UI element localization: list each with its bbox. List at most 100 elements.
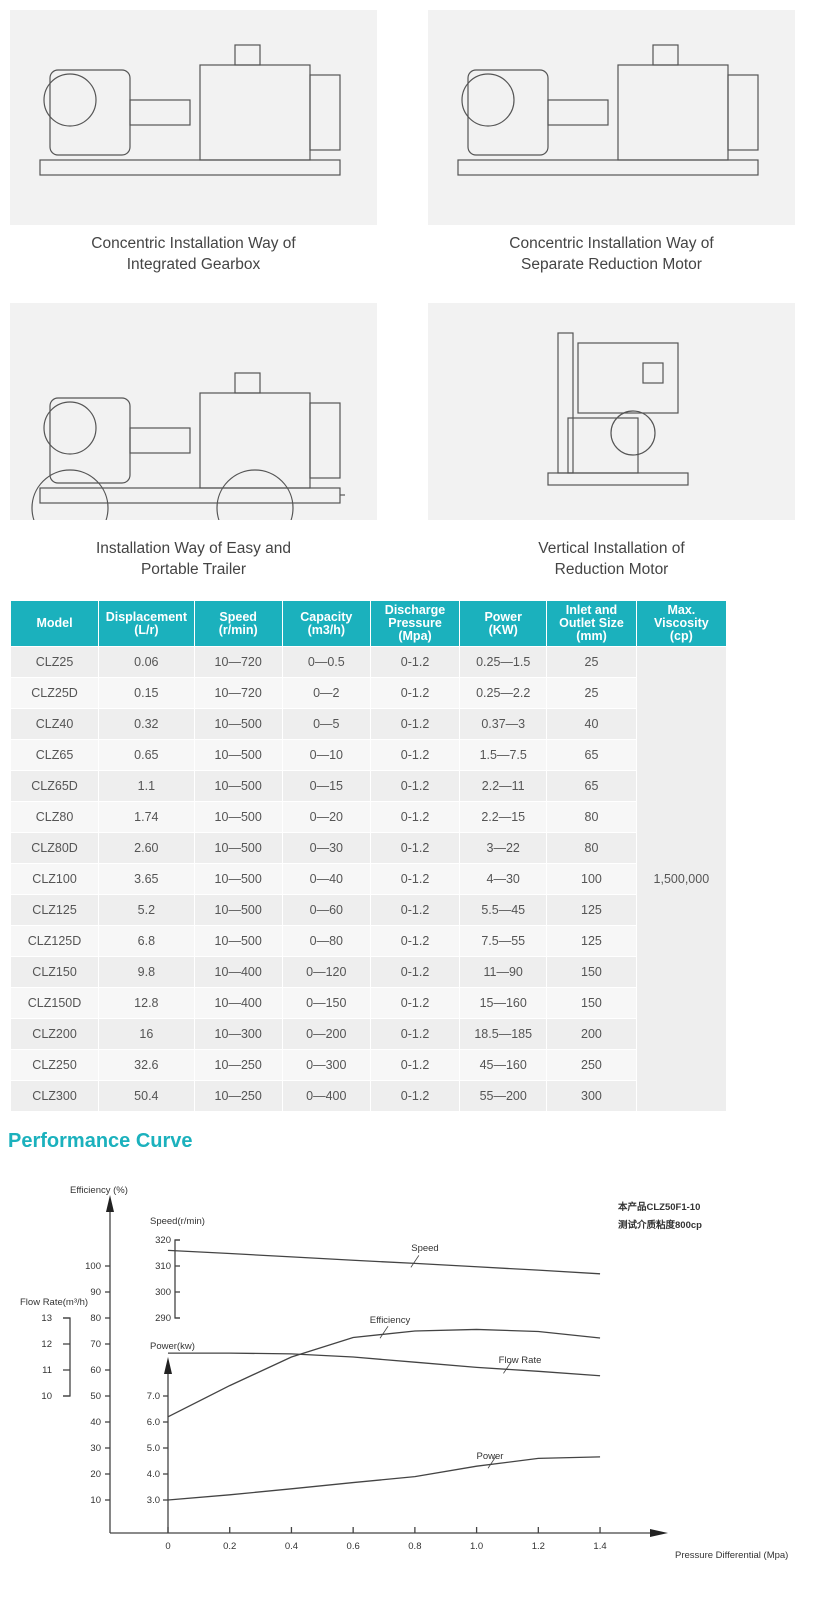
table-cell: 10—500 bbox=[193, 770, 283, 802]
table-cell: 55—200 bbox=[459, 1080, 548, 1112]
table-cell: 0-1.2 bbox=[369, 677, 461, 709]
table-cell: CLZ65 bbox=[9, 739, 100, 771]
table-row: CLZ250 32.6 10—250 0—300 0-1.2 45—160 250 bbox=[9, 1049, 727, 1081]
table-cell: 0.25—1.5 bbox=[459, 646, 548, 678]
speed-tick-label: 310 bbox=[155, 1261, 171, 1272]
junction-box bbox=[642, 362, 664, 384]
caption-line: Reduction Motor bbox=[554, 561, 669, 578]
junction-box bbox=[652, 44, 679, 66]
speed-axis-label: Speed(r/min) bbox=[150, 1216, 205, 1227]
efficiency-tick-label: 60 bbox=[90, 1365, 101, 1376]
speed-tick-label: 320 bbox=[155, 1235, 171, 1246]
x-tick-label: 0 bbox=[165, 1541, 170, 1552]
table-cell: CLZ25D bbox=[9, 677, 100, 709]
chart-note: 本产品CLZ50F1-10 bbox=[618, 1201, 700, 1213]
table-cell: CLZ200 bbox=[9, 1018, 100, 1050]
series-label: Speed bbox=[411, 1243, 438, 1254]
pump-image-vertical-reduction-motor bbox=[428, 303, 795, 520]
efficiency-tick-label: 80 bbox=[90, 1313, 101, 1324]
table-cell: 10—720 bbox=[193, 646, 283, 678]
table-cell: 45—160 bbox=[459, 1049, 548, 1081]
efficiency-tick-label: 10 bbox=[90, 1495, 101, 1506]
table-row: CLZ40 0.32 10—500 0—5 0-1.2 0.37—3 40 bbox=[9, 708, 727, 740]
series-label: Power bbox=[477, 1451, 504, 1462]
table-cell: 25 bbox=[546, 646, 637, 678]
table-row: CLZ150D 12.8 10—400 0—150 0-1.2 15—160 150 bbox=[9, 987, 727, 1019]
flow-tick-label: 10 bbox=[41, 1391, 52, 1402]
table-cell: 9.8 bbox=[98, 956, 195, 988]
table-cell: 4—30 bbox=[459, 863, 548, 895]
series-line-efficiency bbox=[167, 1328, 601, 1418]
series-label-leader bbox=[379, 1326, 389, 1339]
table-cell: 100 bbox=[546, 863, 637, 895]
mount-frame bbox=[557, 332, 574, 474]
efficiency-tick-label: 30 bbox=[90, 1443, 101, 1454]
table-cell: 80 bbox=[546, 801, 637, 833]
x-tick-label: 1.2 bbox=[532, 1541, 545, 1552]
table-cell: 10—500 bbox=[193, 894, 283, 926]
table-cell: 300 bbox=[546, 1080, 637, 1112]
caption-line: Concentric Installation Way of bbox=[509, 235, 714, 252]
table-row: CLZ65 0.65 10—500 0—10 0-1.2 1.5—7.5 65 bbox=[9, 739, 727, 771]
base-plate bbox=[39, 159, 341, 176]
table-cell: 0.25—2.2 bbox=[459, 677, 548, 709]
base-plate bbox=[39, 487, 341, 504]
table-cell: 0—30 bbox=[281, 832, 371, 864]
table-cell: 0-1.2 bbox=[369, 832, 461, 864]
x-tick-label: 0.6 bbox=[347, 1541, 360, 1552]
table-cell: 0-1.2 bbox=[369, 863, 461, 895]
table-header-row: Model Displacement (L/r) Speed (r/min) Capaci… bbox=[9, 600, 728, 647]
table-cell: 0-1.2 bbox=[369, 708, 461, 740]
caption-line: Integrated Gearbox bbox=[126, 256, 261, 273]
table-cell: 16 bbox=[98, 1018, 195, 1050]
caption-line: Portable Trailer bbox=[140, 561, 247, 578]
power-tick-label: 3.0 bbox=[147, 1495, 160, 1506]
column-header-label: Capacity bbox=[300, 609, 353, 624]
motor bbox=[199, 392, 311, 489]
column-header-unit: (mm) bbox=[576, 629, 607, 643]
table-cell: 0—0.5 bbox=[281, 646, 371, 678]
table-cell: 1.1 bbox=[98, 770, 195, 802]
column-header-unit: (m3/h) bbox=[307, 622, 346, 637]
motor-fan-cover bbox=[309, 74, 341, 151]
table-cell: CLZ100 bbox=[9, 863, 100, 895]
table-cell: 0.32 bbox=[98, 708, 195, 740]
table-cell: 7.5—55 bbox=[459, 925, 548, 957]
table-cell: 125 bbox=[546, 925, 637, 957]
wheel bbox=[31, 469, 109, 547]
table-cell: 0—15 bbox=[281, 770, 371, 802]
table-row: CLZ65D 1.1 10—500 0—15 0-1.2 2.2—11 65 bbox=[9, 770, 727, 802]
column-header-label: Displacement bbox=[105, 609, 187, 624]
column-header-label: Power bbox=[484, 609, 522, 624]
motor-fan-cover bbox=[309, 402, 341, 479]
series-line-flow-rate bbox=[168, 1352, 601, 1377]
table-cell: 12.8 bbox=[98, 987, 195, 1019]
column-header-unit: (L/r) bbox=[134, 622, 159, 637]
flow-axis-label: Flow Rate(m³/h) bbox=[20, 1297, 88, 1308]
pump-head bbox=[43, 401, 97, 455]
table-cell: 65 bbox=[546, 770, 637, 802]
column-header: Speed (r/min) bbox=[193, 600, 283, 647]
table-row: CLZ200 16 10—300 0—200 0-1.2 18.5—185 200 bbox=[9, 1018, 727, 1050]
caption-line: Vertical Installation of bbox=[538, 540, 685, 557]
table-cell: 1.74 bbox=[98, 801, 195, 833]
table-cell: CLZ250 bbox=[9, 1049, 100, 1081]
table-cell: 0.37—3 bbox=[459, 708, 548, 740]
column-header: Displacement (L/r) bbox=[98, 600, 195, 647]
pump-body bbox=[567, 417, 639, 474]
table-cell: 10—250 bbox=[193, 1049, 283, 1081]
x-tick-label: 1.4 bbox=[593, 1541, 606, 1552]
power-tick-label: 4.0 bbox=[147, 1469, 160, 1480]
power-axis-arrow-icon bbox=[164, 1357, 172, 1374]
table-cell: 10—720 bbox=[193, 677, 283, 709]
column-header: Model bbox=[9, 600, 100, 647]
speed-tick-label: 290 bbox=[155, 1313, 171, 1324]
x-axis-arrow-icon bbox=[650, 1529, 668, 1537]
column-header: Capacity (m3/h) bbox=[281, 600, 371, 647]
caption-portable-trailer: Installation Way of Easy and Portable Tra… bbox=[10, 538, 377, 580]
table-cell: 10—500 bbox=[193, 925, 283, 957]
table-cell: CLZ125D bbox=[9, 925, 100, 957]
column-header: Power (KW) bbox=[459, 600, 548, 647]
column-header: Discharge Pressure (Mpa) bbox=[369, 600, 461, 647]
